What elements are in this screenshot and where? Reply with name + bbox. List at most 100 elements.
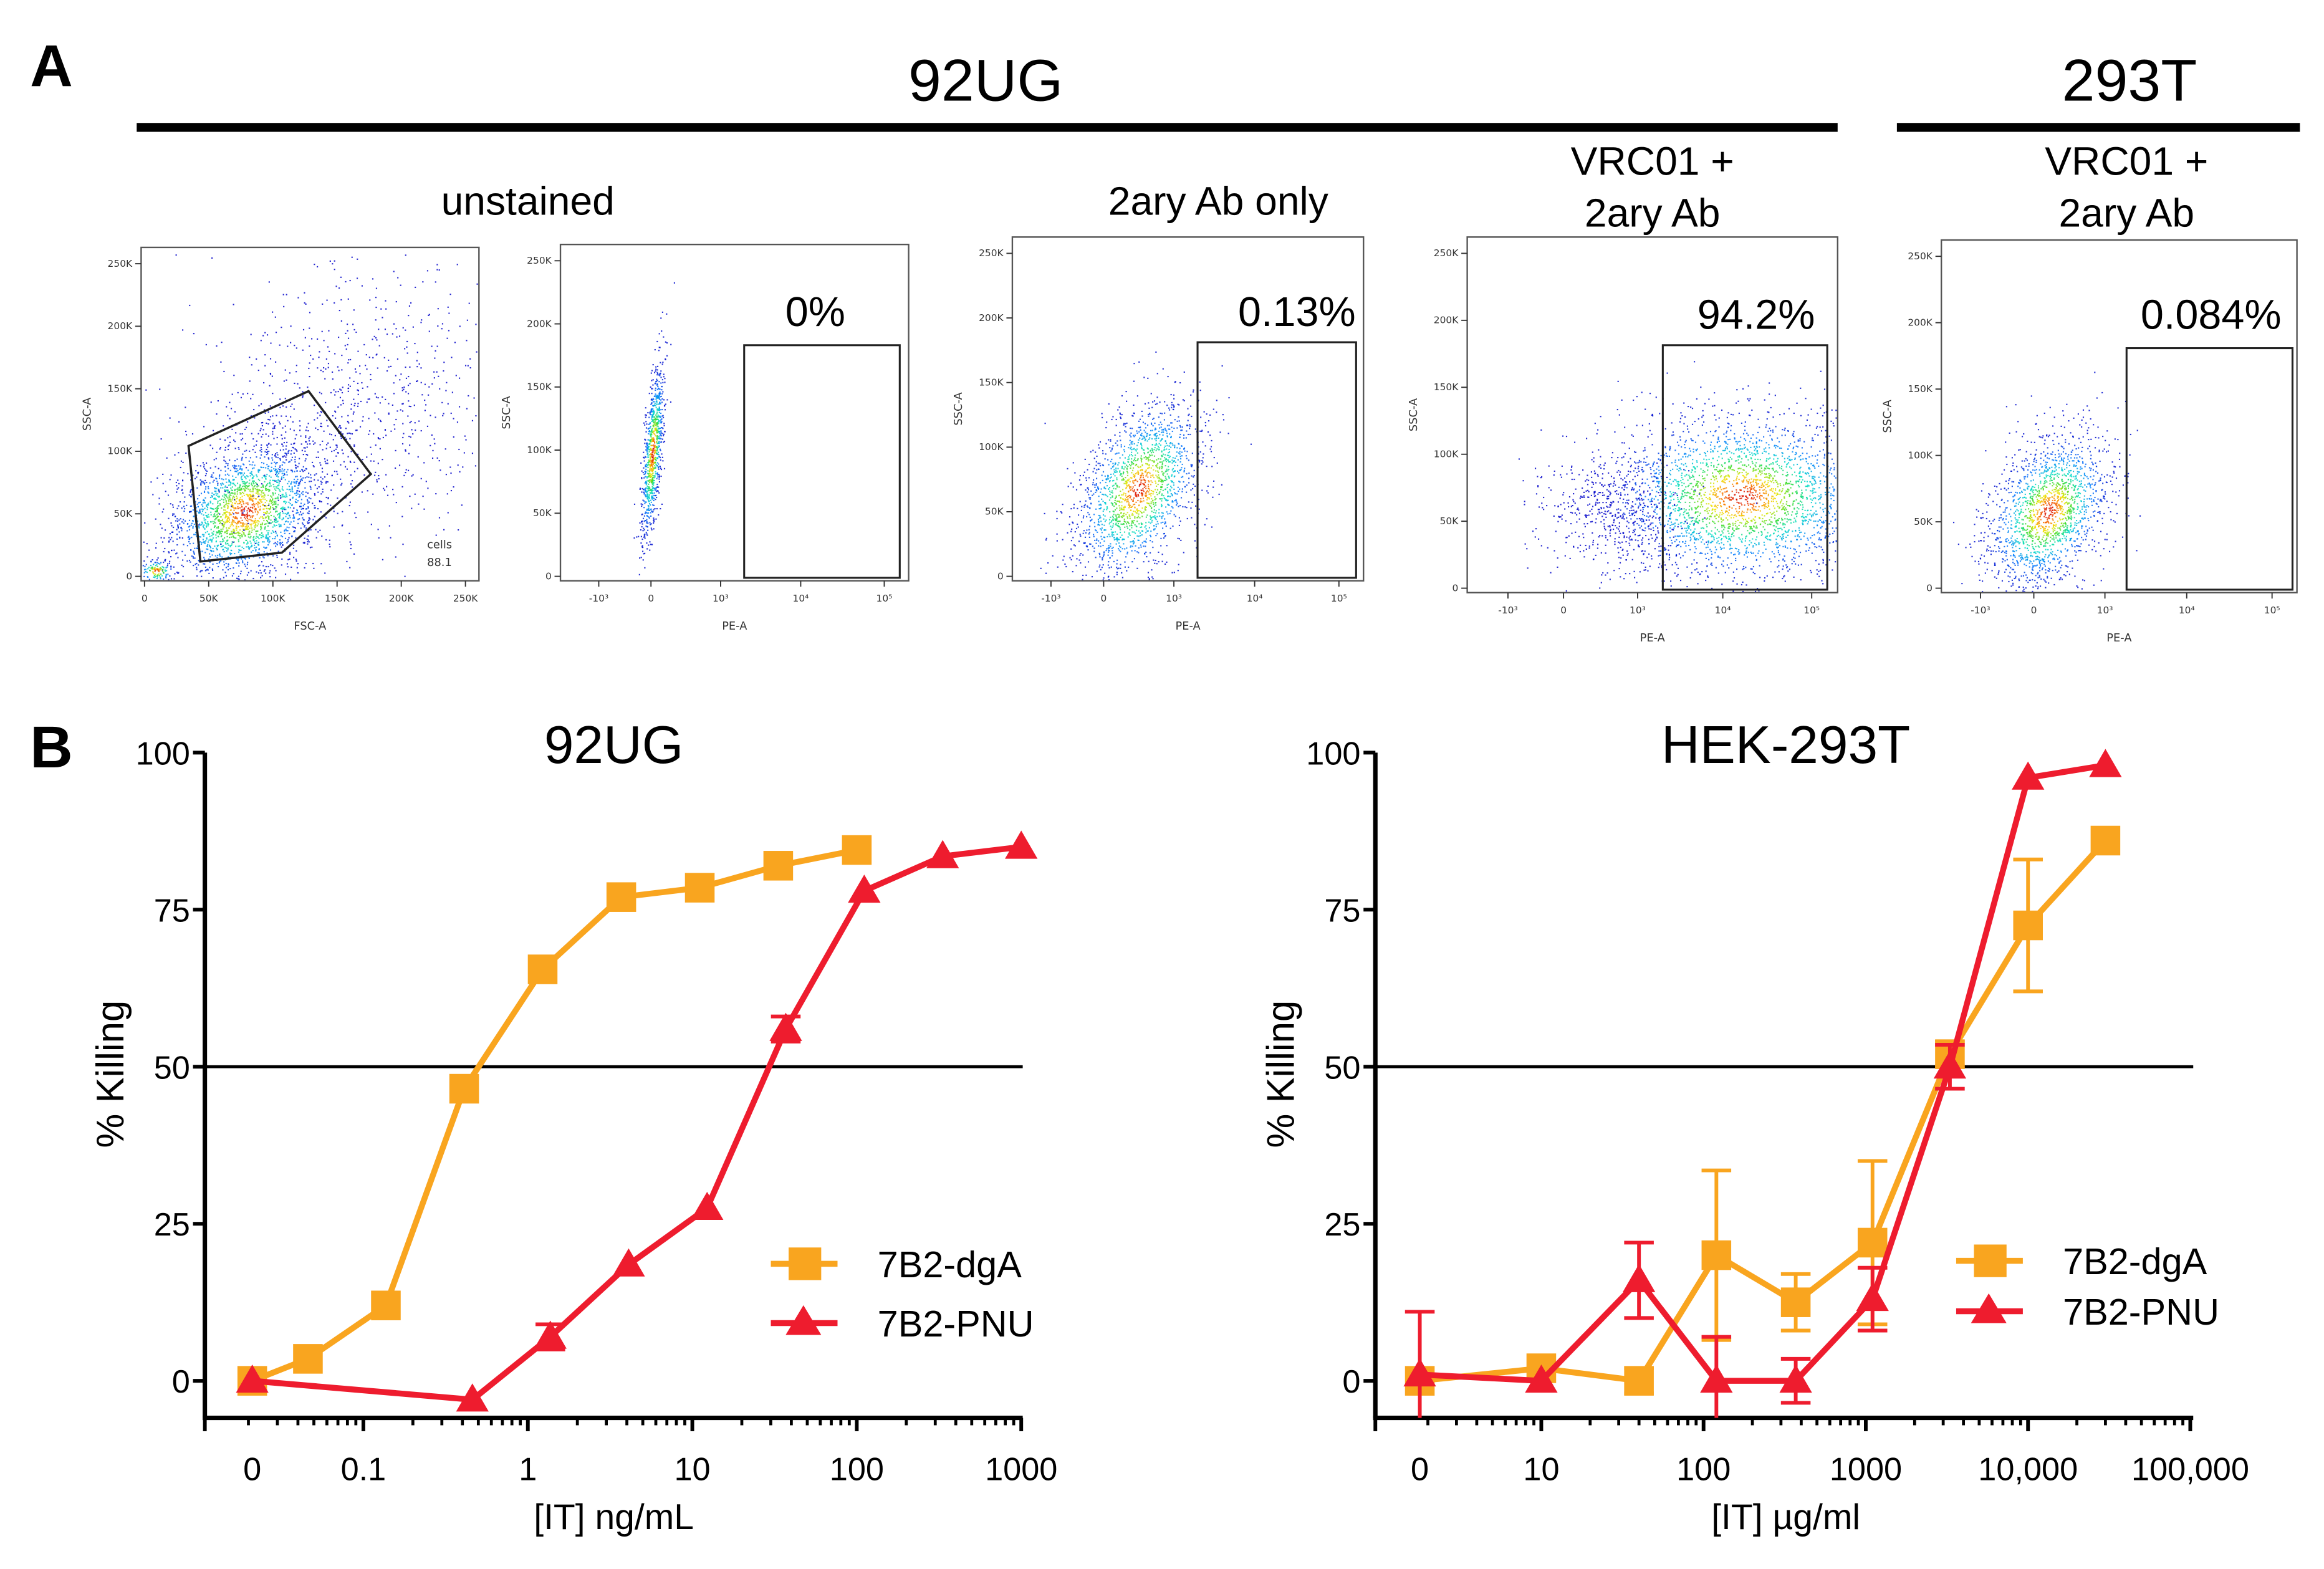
event-dot [652, 460, 654, 462]
event-dot [310, 354, 312, 357]
event-dot [295, 449, 297, 451]
event-dot [1103, 577, 1105, 579]
event-dot [1164, 445, 1166, 447]
event-dot [245, 477, 247, 479]
event-dot [283, 501, 285, 502]
event-dot [167, 494, 170, 496]
event-dot [299, 481, 301, 482]
event-dot [320, 483, 322, 485]
event-dot [287, 517, 289, 519]
event-dot [391, 333, 393, 335]
event-dot [275, 570, 277, 572]
event-dot [292, 547, 294, 549]
event-dot [158, 497, 160, 499]
event-dot [244, 487, 246, 489]
event-dot [1116, 444, 1118, 446]
event-dot [276, 506, 277, 507]
event-dot [257, 565, 260, 567]
event-dot [246, 522, 248, 524]
event-dot [306, 446, 308, 448]
event-dot [287, 521, 289, 523]
event-dot [229, 493, 231, 495]
event-dot [330, 489, 332, 491]
event-dot [320, 425, 322, 427]
event-dot [227, 543, 229, 545]
event-dot [163, 572, 165, 573]
event-dot [274, 469, 276, 472]
x-tick-label: 10³ [713, 593, 729, 604]
event-dot [1123, 509, 1125, 511]
event-dot [345, 428, 347, 429]
event-dot [652, 489, 654, 491]
event-dot [1179, 461, 1181, 463]
event-dot [432, 449, 434, 451]
event-dot [1119, 435, 1121, 437]
event-dot [1157, 523, 1159, 525]
event-dot [166, 457, 168, 459]
event-dot [260, 340, 262, 342]
event-dot [332, 263, 334, 265]
event-dot [449, 294, 451, 295]
event-dot [660, 441, 662, 443]
event-dot [293, 429, 295, 431]
event-dot [249, 479, 251, 481]
event-dot [282, 456, 284, 458]
event-dot [1179, 451, 1181, 453]
event-dot [1152, 465, 1154, 467]
event-dot [1145, 545, 1146, 547]
event-dot [1156, 403, 1158, 405]
event-dot [261, 436, 262, 438]
event-dot [349, 461, 351, 463]
event-dot [434, 443, 436, 444]
event-dot [176, 518, 178, 520]
event-dot [1138, 535, 1140, 537]
event-dot [1178, 564, 1179, 565]
event-dot [1103, 551, 1105, 553]
event-dot [155, 518, 156, 520]
event-dot [182, 461, 184, 463]
event-dot [1173, 404, 1174, 406]
event-dot [660, 382, 662, 384]
event-dot [469, 358, 471, 360]
event-dot [248, 547, 250, 550]
event-dot [651, 454, 653, 456]
event-dot [353, 461, 355, 463]
event-dot [234, 411, 236, 413]
event-dot [420, 477, 422, 479]
event-dot [252, 476, 254, 478]
event-dot [240, 472, 242, 474]
event-dot [277, 550, 279, 552]
event-dot [640, 529, 642, 531]
event-dot [305, 562, 307, 565]
x-tick-label: 250K [453, 593, 478, 604]
event-dot [266, 474, 268, 476]
event-dot [176, 520, 179, 522]
event-dot [320, 493, 322, 495]
event-dot [210, 514, 212, 516]
event-dot [263, 557, 265, 559]
event-dot [221, 545, 223, 547]
event-dot [655, 389, 656, 391]
event-dot [1188, 472, 1190, 474]
event-dot [304, 450, 306, 452]
event-dot [380, 421, 382, 423]
event-dot [251, 484, 252, 486]
event-dot [372, 278, 374, 280]
event-dot [377, 396, 379, 399]
event-dot [1123, 468, 1125, 470]
event-dot [261, 492, 262, 494]
event-dot [1140, 480, 1142, 482]
event-dot [194, 477, 196, 479]
event-dot [270, 519, 272, 521]
event-dot [1093, 479, 1095, 481]
event-dot [1095, 461, 1097, 463]
event-dot [1129, 444, 1131, 446]
event-dot [176, 529, 178, 530]
event-dot [1112, 445, 1114, 447]
event-dot [327, 463, 329, 464]
event-dot [270, 485, 272, 487]
event-dot [290, 342, 292, 343]
event-dot [650, 448, 652, 450]
event-dot [154, 570, 156, 572]
event-dot [269, 373, 272, 375]
